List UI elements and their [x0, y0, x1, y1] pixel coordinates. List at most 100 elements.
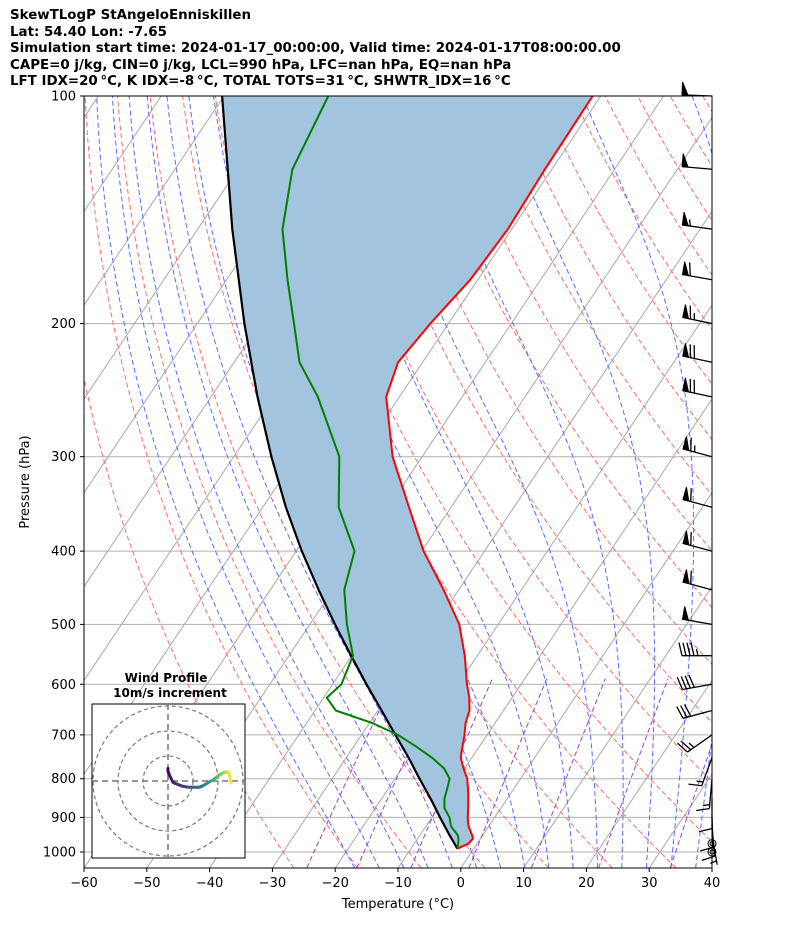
- barb-pennant: [682, 304, 690, 320]
- barb-pennant: [681, 211, 689, 227]
- barb-staff: [682, 683, 713, 691]
- barb-flag-full: [690, 642, 695, 656]
- x-tick-label: 10: [515, 876, 532, 891]
- y-axis-title: Pressure (hPa): [18, 435, 33, 528]
- moist-adiabat-line: [128, 96, 405, 868]
- barb-pennant: [682, 377, 690, 393]
- isotherm-line: [84, 96, 288, 400]
- mixing-ratio-line: [598, 678, 669, 868]
- station-title: SkewTLogP StAngeloEnniskillen: [10, 8, 252, 23]
- wind-barb: [681, 153, 713, 170]
- y-tick-label: 300: [51, 450, 76, 465]
- y-tick-label: 500: [51, 618, 76, 633]
- wind-barb: [682, 436, 713, 458]
- hodograph-plot: [92, 704, 245, 858]
- wind-barbs: [676, 81, 718, 865]
- x-tick-label: 20: [578, 876, 595, 891]
- y-tick-label: 900: [51, 811, 76, 826]
- dry-adiabat-line: [279, 96, 712, 843]
- isotherm-line: [585, 679, 712, 868]
- wind-barb: [682, 569, 713, 591]
- cape-cin-line: CAPE=0 j/kg, CIN=0 j/kg, LCL=990 hPa, LF…: [10, 57, 512, 73]
- barb-flag-full: [676, 676, 684, 690]
- dry-adiabat-line: [312, 96, 712, 783]
- barb-staff: [708, 778, 713, 809]
- simulation-time-line: Simulation start time: 2024-01-17_00:00:…: [10, 41, 621, 57]
- hodograph-title: Wind Profile: [125, 671, 208, 685]
- moist-adiabat-line: [146, 96, 429, 868]
- y-tick-label: 800: [51, 772, 76, 787]
- barb-flag-full: [686, 642, 691, 656]
- mixing-ratio-line: [669, 742, 712, 868]
- y-tick-label: 600: [51, 678, 76, 693]
- y-tick-label: 100: [51, 90, 76, 105]
- barb-pennant: [682, 530, 690, 546]
- barb-staff: [682, 709, 713, 719]
- isotherm-line: [209, 116, 712, 868]
- wind-barb: [681, 211, 713, 230]
- wind-barb: [682, 343, 713, 363]
- moist-adiabat-line: [691, 96, 712, 868]
- y-tick-label: 700: [51, 728, 76, 743]
- barb-pennant: [681, 261, 690, 277]
- moist-adiabat-line: [581, 96, 695, 868]
- isotherm-line: [523, 585, 712, 868]
- x-tick-label: −30: [259, 876, 286, 891]
- barb-flag-full: [701, 855, 715, 862]
- chart-header: SkewTLogP StAngeloEnniskillen Lat: 54.40…: [10, 8, 621, 91]
- barb-pennant: [682, 569, 690, 585]
- wind-barb: [682, 304, 713, 325]
- dry-adiabat-line: [474, 96, 712, 496]
- mixing-ratio-line: [306, 678, 395, 868]
- moist-adiabat-line: [313, 96, 574, 868]
- barb-flag-full: [682, 642, 687, 656]
- x-tick-label: −20: [321, 876, 348, 891]
- barb-flag-full: [698, 827, 713, 833]
- dry-adiabat-line: [572, 96, 712, 331]
- barb-flag-full: [696, 807, 710, 812]
- isotherm-line: [271, 210, 712, 868]
- location-line: Lat: 54.40 Lon: -7.65: [10, 24, 167, 40]
- isotherm-line: [460, 491, 712, 868]
- x-tick-label: 0: [457, 876, 465, 891]
- dry-adiabat-line: [702, 96, 712, 113]
- x-tick-label: −60: [70, 876, 97, 891]
- wind-barb: [696, 778, 713, 812]
- wind-barb: [676, 704, 713, 719]
- barb-flag-half: [696, 780, 704, 783]
- isotherm-line: [84, 96, 225, 307]
- wind-barb: [688, 757, 713, 787]
- moist-adiabat-line: [274, 96, 550, 868]
- dry-adiabat-line: [604, 96, 712, 276]
- barb-staff: [687, 734, 713, 753]
- barb-pennant: [682, 343, 690, 358]
- barb-flag-full: [688, 262, 691, 276]
- barb-flag-half: [688, 219, 691, 227]
- isotherm-line: [711, 867, 712, 868]
- indices-line: LFT IDX=20 °C, K IDX=-8 °C, TOTAL TOTS=3…: [10, 74, 511, 90]
- barb-flag-full: [688, 783, 702, 787]
- y-tick-label: 400: [51, 545, 76, 560]
- barb-flag-full: [678, 642, 683, 656]
- hodograph-subtitle: 10m/s increment: [113, 686, 227, 700]
- moist-adiabat-line: [720, 96, 794, 868]
- dry-adiabat-line: [637, 96, 712, 222]
- dry-adiabat-line: [442, 96, 712, 552]
- wind-barb: [682, 530, 713, 552]
- wind-barb: [682, 486, 713, 508]
- barb-pennant: [682, 436, 690, 452]
- barb-flag-half: [688, 742, 695, 748]
- axis-layer: −60 −50 −40 −30 −20 −10 0 10 20 30 40 1000 900 800 700…: [43, 90, 720, 892]
- moist-adiabat-line: [111, 96, 380, 868]
- wind-barb: [681, 261, 713, 281]
- barb-flag-full: [680, 705, 688, 718]
- barb-flag-full: [680, 740, 692, 751]
- wind-barb: [698, 798, 713, 833]
- isotherm-line: [648, 773, 712, 868]
- wind-barb: [678, 642, 712, 657]
- dry-adiabat-line: [84, 96, 358, 868]
- dry-adiabat-line: [507, 96, 712, 441]
- wind-barb: [682, 377, 713, 398]
- barb-pennant: [681, 606, 690, 621]
